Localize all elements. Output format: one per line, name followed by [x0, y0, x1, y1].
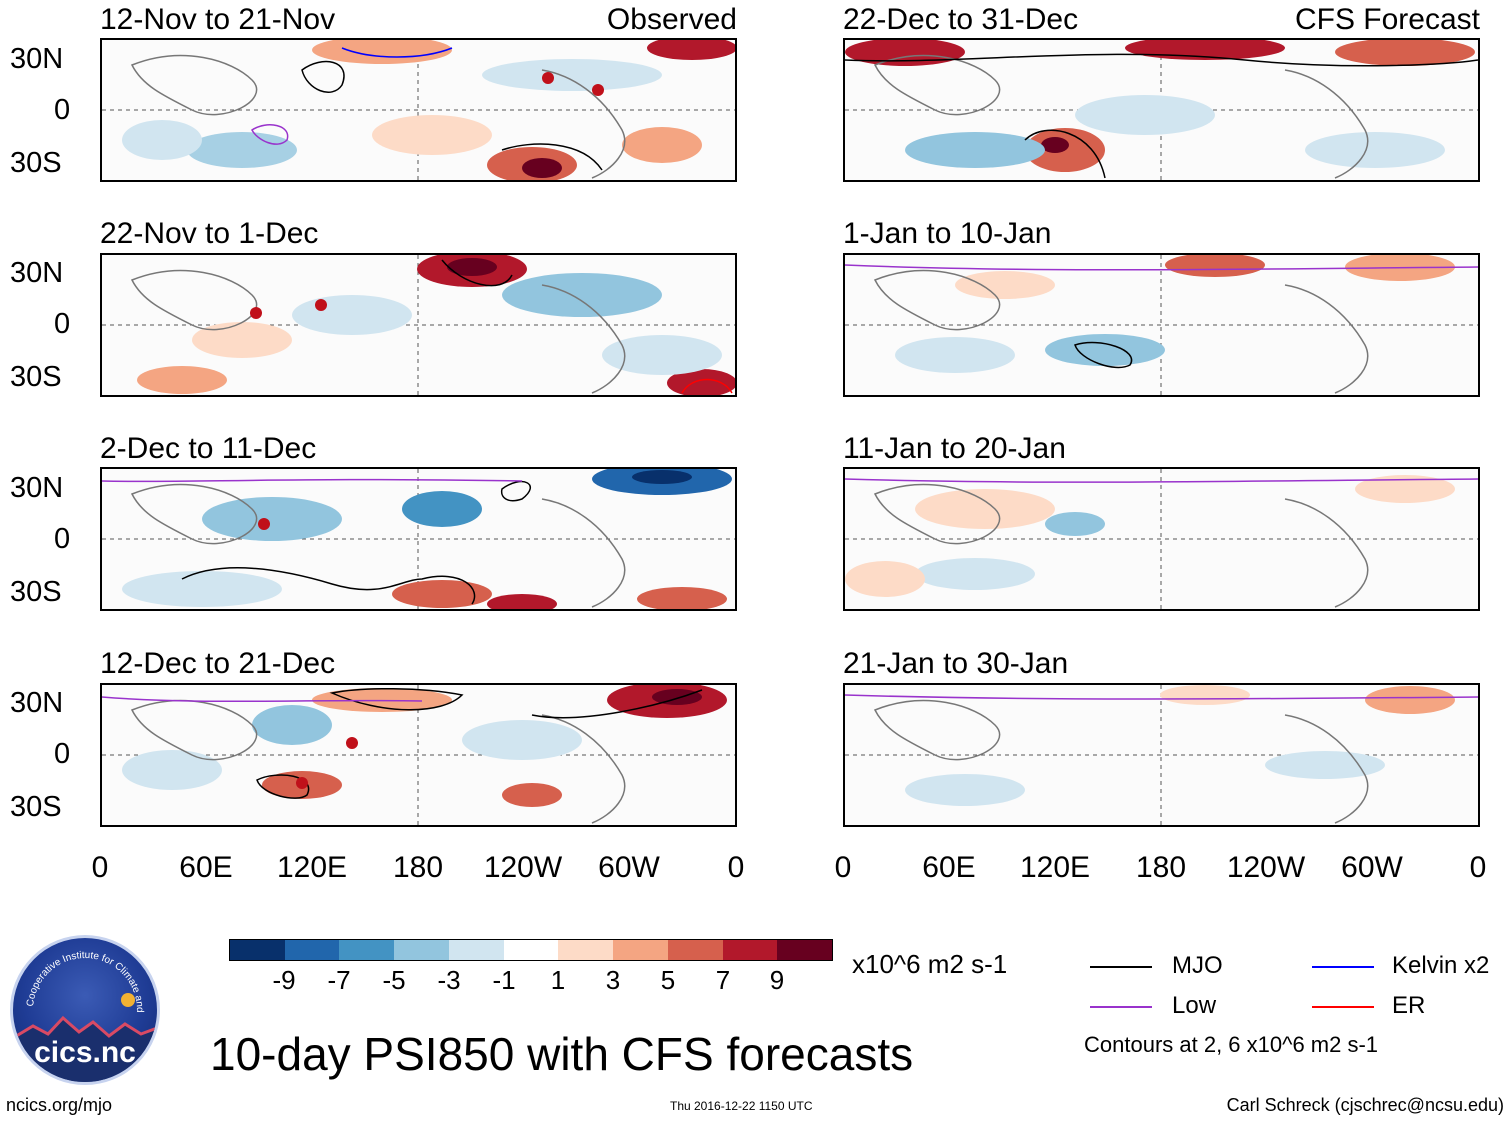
legend-label-kelvin: Kelvin x2 [1392, 952, 1490, 979]
map-panel-6 [843, 253, 1480, 397]
colorbar-tick-label: -1 [492, 965, 516, 995]
legend-label-mjo: MJO [1172, 952, 1223, 979]
footer-right: Carl Schreck (cjschrec@ncsu.edu) [1226, 1095, 1504, 1115]
lat-label-30n-p3: 30N [10, 472, 64, 504]
lat-label-eq-p3: 0 [54, 523, 71, 555]
colorbar-tick-label: 9 [769, 965, 785, 995]
map-panel-2 [100, 253, 737, 397]
panel-tag-observed: Observed [606, 3, 737, 36]
colorbar [229, 939, 833, 961]
colorbar-units: x10^6 m2 s-1 [852, 949, 1008, 979]
lat-label-30n-p1: 30N [10, 43, 64, 75]
logo-text: cics.nc [34, 1036, 136, 1069]
colorbar-swatch-4 [394, 940, 449, 960]
map-panel-1 [100, 38, 737, 182]
colorbar-tick-label: 3 [605, 965, 621, 995]
legend-label-low: Low [1172, 992, 1217, 1019]
lon-label-right-120w: 120W [1226, 851, 1306, 884]
footer-center: Thu 2016-12-22 1150 UTC [670, 1099, 813, 1113]
colorbar-swatch-2 [284, 940, 340, 960]
lon-label-right-360: 0 [1469, 851, 1487, 884]
lon-label-left-180: 180 [392, 851, 444, 884]
map-panel-8 [843, 683, 1480, 827]
colorbar-tick-label: -9 [272, 965, 296, 995]
lon-label-right-180: 180 [1135, 851, 1187, 884]
lon-label-right-60e: 60E [922, 851, 976, 884]
colorbar-swatch-10 [722, 940, 778, 960]
lon-label-left-0: 0 [91, 851, 109, 884]
colorbar-tick-label: -7 [327, 965, 351, 995]
panel-title-6: 1-Jan to 10-Jan [843, 217, 1052, 250]
colorbar-swatch-11 [777, 940, 833, 960]
lon-label-right-120e: 120E [1019, 851, 1091, 884]
colorbar-swatch-5 [448, 940, 504, 960]
colorbar-swatch-1 [230, 940, 285, 960]
colorbar-tick-label: 7 [715, 965, 731, 995]
panel-title-2: 22-Nov to 1-Dec [100, 217, 319, 250]
panel-title-7: 11-Jan to 20-Jan [843, 432, 1066, 465]
colorbar-swatch-6 [503, 940, 559, 960]
lat-label-30s-p2: 30S [10, 361, 62, 393]
panel-title-1: 12-Nov to 21-Nov [100, 3, 336, 36]
panel-title-5: 22-Dec to 31-Dec [843, 3, 1079, 36]
legend-line-low [1090, 1006, 1152, 1008]
legend-label-er: ER [1392, 992, 1426, 1019]
lat-label-eq-p2: 0 [54, 308, 71, 340]
footer-left[interactable]: ncics.org/mjo [6, 1095, 113, 1115]
colorbar-tick-label: -5 [382, 965, 406, 995]
colorbar-swatch-9 [667, 940, 723, 960]
lon-label-left-120w: 120W [483, 851, 563, 884]
map-panel-7 [843, 467, 1480, 611]
colorbar-swatch-3 [339, 940, 395, 960]
map-panel-3 [100, 467, 737, 611]
panel-tag-forecast: CFS Forecast [1294, 3, 1480, 36]
lat-label-30s-p1: 30S [10, 147, 62, 179]
colorbar-swatch-8 [613, 940, 668, 960]
lat-label-30n-p2: 30N [10, 257, 64, 289]
lon-label-right-0: 0 [834, 851, 852, 884]
panel-title-4: 12-Dec to 21-Dec [100, 647, 336, 680]
legend-line-er [1312, 1006, 1374, 1008]
lon-label-left-360: 0 [727, 851, 745, 884]
lat-label-30s-p3: 30S [10, 576, 62, 608]
panel-title-8: 21-Jan to 30-Jan [843, 647, 1069, 680]
legend-note: Contours at 2, 6 x10^6 m2 s-1 [1084, 1032, 1379, 1057]
colorbar-tick-label: 5 [660, 965, 676, 995]
map-panel-5 [843, 38, 1480, 182]
lat-label-30n-p4: 30N [10, 687, 64, 719]
lat-label-30s-p4: 30S [10, 791, 62, 823]
lat-label-eq-p1: 0 [54, 94, 71, 126]
lat-label-eq-p4: 0 [54, 738, 71, 770]
cics-logo: Cooperative Institute for Climate and Sa… [10, 935, 160, 1085]
lon-label-right-60w: 60W [1341, 851, 1403, 884]
lon-label-left-120e: 120E [276, 851, 348, 884]
colorbar-swatch-7 [558, 940, 614, 960]
colorbar-tick-label: -3 [437, 965, 461, 995]
panel-title-3: 2-Dec to 11-Dec [100, 432, 317, 465]
lon-label-left-60e: 60E [179, 851, 233, 884]
lon-label-left-60w: 60W [598, 851, 660, 884]
legend-line-mjo [1090, 966, 1152, 968]
colorbar-tick-label: 1 [550, 965, 566, 995]
legend-line-kelvin [1312, 966, 1374, 968]
main-title: 10-day PSI850 with CFS forecasts [210, 1028, 914, 1080]
map-panel-4 [100, 683, 737, 827]
